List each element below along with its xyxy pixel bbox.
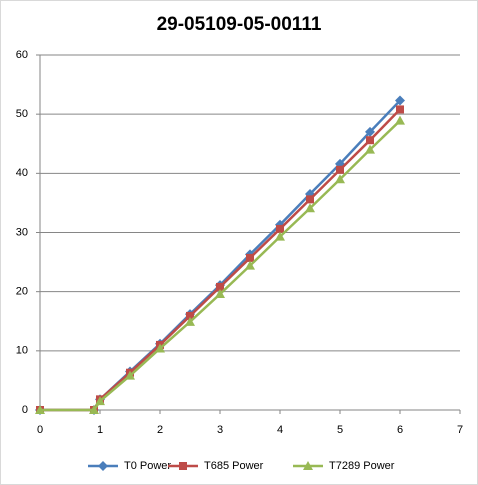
marker [89,405,99,414]
marker [365,144,375,154]
marker [245,260,255,270]
x-tick-label: 6 [397,424,403,436]
legend-label: T7289 Power [329,460,395,472]
marker [395,95,405,106]
x-tick-label: 5 [337,424,343,436]
marker [185,316,195,326]
y-tick-label: 50 [16,108,28,120]
marker [335,174,345,184]
y-tick-label: 60 [16,49,28,61]
marker [306,195,314,204]
marker [303,461,313,470]
marker [179,462,187,470]
marker [35,405,45,414]
marker [246,253,254,262]
chart-title: 29-05109-05-00111 [157,14,322,35]
marker [366,136,374,145]
marker [95,396,105,406]
x-tick-label: 7 [457,424,463,436]
marker [276,224,284,233]
marker [216,282,224,291]
y-tick-label: 10 [16,345,28,357]
marker [186,311,194,320]
marker [215,289,225,299]
y-tick-label: 20 [16,286,28,298]
marker [305,203,315,213]
marker [336,165,344,174]
x-tick-label: 2 [157,424,163,436]
y-tick-label: 0 [22,404,28,416]
x-tick-label: 4 [277,424,283,436]
marker [395,115,405,125]
x-tick-label: 0 [37,424,43,436]
marker [125,370,135,380]
x-tick-label: 3 [217,424,223,436]
y-tick-label: 30 [16,226,28,238]
legend-label: T685 Power [204,460,264,472]
y-tick-label: 40 [16,167,28,179]
marker [155,343,165,353]
marker [365,126,375,137]
x-tick-label: 1 [97,424,103,436]
marker [396,105,404,114]
legend-label: T0 Power [124,460,171,472]
marker [98,461,108,471]
marker [275,231,285,241]
